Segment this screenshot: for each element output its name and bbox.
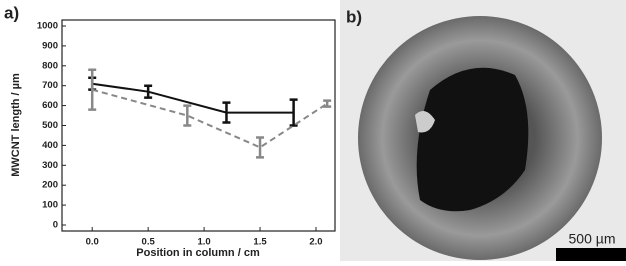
scale-bar (556, 248, 626, 261)
y-tick-label: 1000 (37, 21, 58, 32)
y-tick-label: 800 (42, 60, 58, 71)
x-tick-label: 0.0 (86, 237, 99, 248)
y-tick-label: 400 (42, 140, 58, 151)
y-tick-label: 100 (42, 200, 58, 211)
y-tick-label: 600 (42, 100, 58, 111)
sem-image (340, 0, 626, 261)
y-axis-label: MWCNT length / µm (10, 73, 22, 177)
error-bar (323, 101, 331, 107)
x-tick-label: 2.0 (309, 237, 322, 248)
y-tick-label: 900 (42, 40, 58, 51)
y-tick-label: 0 (53, 220, 58, 231)
y-tick-label: 500 (42, 120, 58, 131)
panel-label: a) (4, 3, 19, 22)
y-tick-label: 700 (42, 80, 58, 91)
error-bar (256, 137, 264, 157)
panel-label: b) (346, 7, 362, 26)
y-tick-label: 300 (42, 160, 58, 171)
x-tick-label: 1.0 (197, 237, 210, 248)
y-tick-label: 200 (42, 180, 58, 191)
x-tick-label: 0.5 (142, 237, 156, 248)
x-axis-label: Position in column / cm (136, 247, 260, 259)
figure: a) MWCNT length / µm Position in column … (0, 0, 626, 261)
series-line (92, 90, 327, 148)
scale-bar-label: 500 µm (569, 231, 616, 247)
x-tick-label: 1.5 (253, 237, 267, 248)
